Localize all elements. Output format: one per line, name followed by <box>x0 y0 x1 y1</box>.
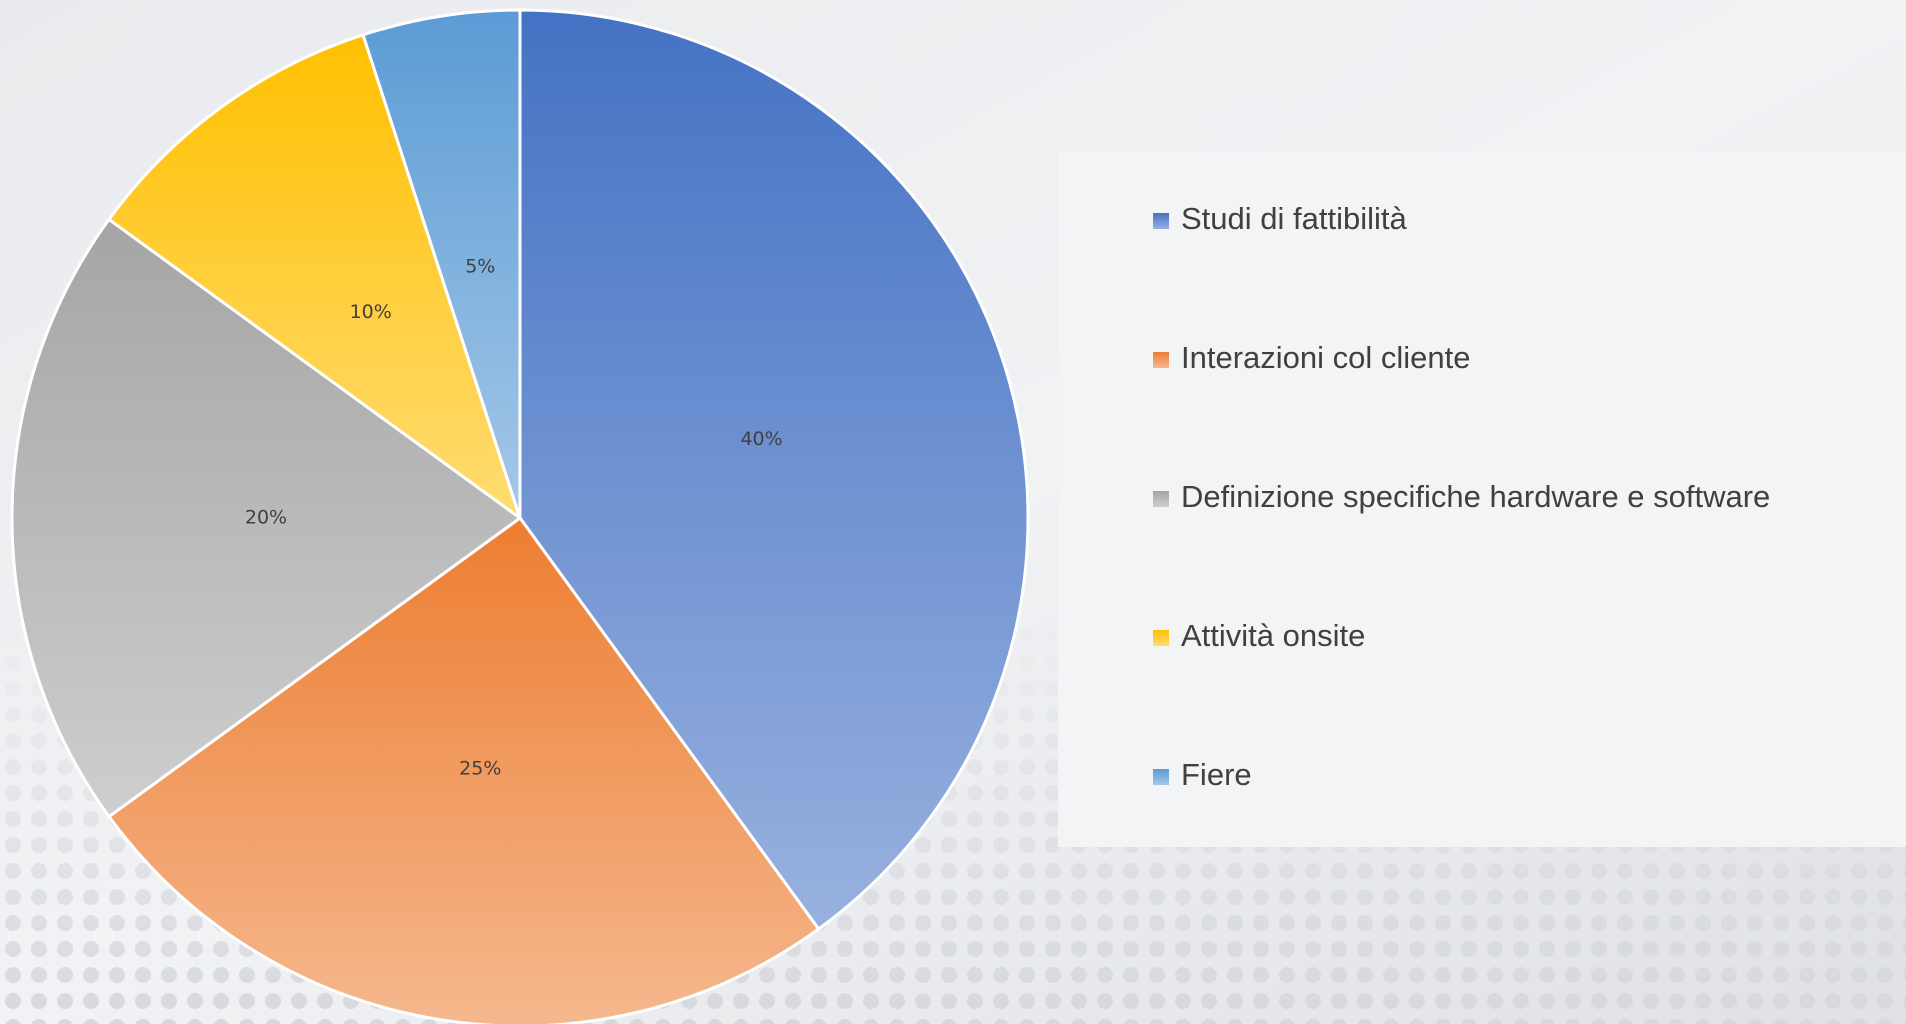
data-label: 5% <box>465 256 495 278</box>
data-label: 20% <box>245 507 287 529</box>
data-label: 40% <box>740 428 782 450</box>
pie-slice <box>518 8 1030 932</box>
legend-marker <box>1153 213 1169 229</box>
data-label: 25% <box>459 757 501 779</box>
legend-label: Studi di fattibilità <box>1181 201 1407 236</box>
legend-label: Attività onsite <box>1181 618 1365 653</box>
pie-slice <box>106 515 821 1024</box>
pie-slice <box>361 8 522 519</box>
legend-box <box>1058 152 1906 847</box>
legend-label: Fiere <box>1181 757 1252 792</box>
legend-marker <box>1153 630 1169 646</box>
data-label: 10% <box>350 301 392 323</box>
legend-marker <box>1153 769 1169 785</box>
legend-label: Definizione specifiche hardware e softwa… <box>1181 479 1770 514</box>
legend-marker <box>1153 352 1169 368</box>
legend-label: Interazioni col cliente <box>1181 340 1471 375</box>
pie-slice <box>10 217 523 819</box>
pie-slice <box>106 32 523 522</box>
legend-marker <box>1153 491 1169 507</box>
